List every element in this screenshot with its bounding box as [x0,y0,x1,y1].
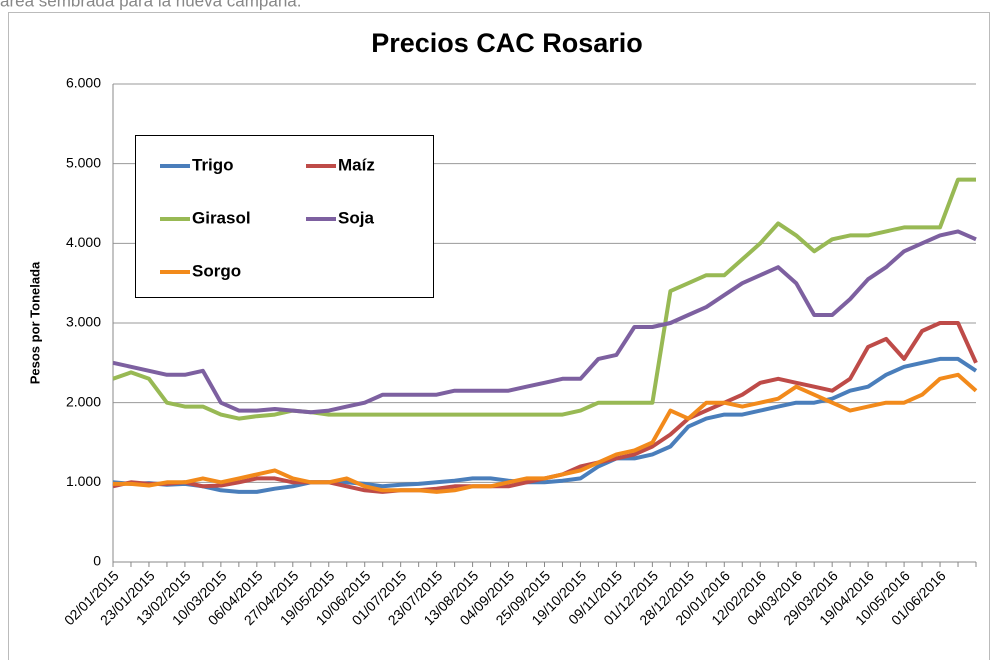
series-line [113,372,978,494]
legend-label: Soja [338,208,374,227]
y-axis-label: Pesos por Tonelada [27,261,42,384]
caption: área sembrada para la nueva campaña. [0,0,301,10]
y-tick-label: 2.000 [66,393,101,409]
y-tick-label: 6.000 [66,75,101,91]
legend-label: Sorgo [192,261,241,280]
series-line [112,229,977,415]
series-line [112,177,976,421]
series-line [112,356,978,494]
y-tick-label: 1.000 [66,473,101,489]
y-tick-label: 5.000 [66,154,101,170]
y-tick-label: 3.000 [66,314,101,330]
legend-label: Maíz [338,155,375,174]
y-tick-label: 0 [93,553,101,569]
chart-title: Precios CAC Rosario [371,28,643,58]
chart-frame [8,12,990,660]
legend-label: Trigo [192,155,234,174]
legend-label: Girasol [192,208,251,227]
y-tick-label: 4.000 [66,234,101,250]
